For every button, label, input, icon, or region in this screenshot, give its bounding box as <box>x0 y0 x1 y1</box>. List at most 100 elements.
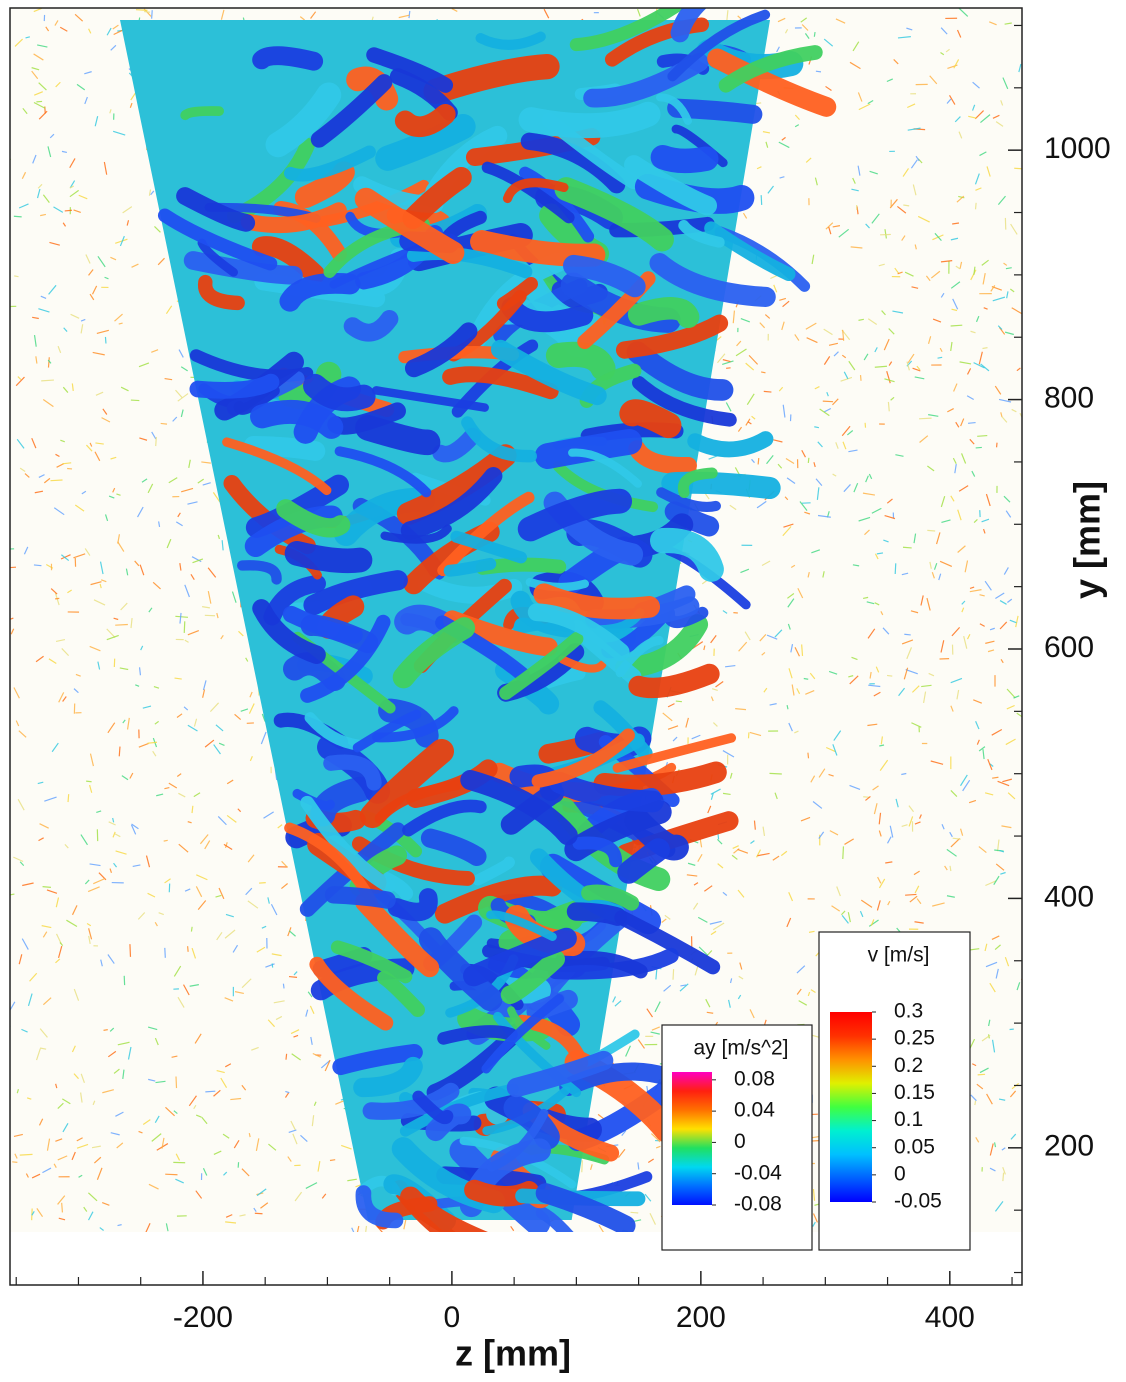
vector <box>41 925 52 929</box>
vector <box>951 308 958 312</box>
vector <box>777 463 783 469</box>
vector <box>844 838 854 845</box>
vector <box>796 988 802 995</box>
vortex-tube <box>352 709 422 753</box>
vector <box>782 526 792 537</box>
vector <box>803 677 809 680</box>
vector <box>672 969 675 980</box>
vector <box>947 408 954 413</box>
vector <box>37 44 48 48</box>
vortex-tube <box>533 583 661 620</box>
vector <box>729 504 737 511</box>
vector <box>173 965 182 977</box>
vector <box>667 703 675 708</box>
vector <box>289 930 296 937</box>
vector <box>963 636 968 649</box>
vector <box>930 760 944 765</box>
vector <box>852 177 856 184</box>
vector <box>95 442 104 445</box>
vector <box>247 854 255 863</box>
vector <box>864 529 870 536</box>
vector <box>154 720 159 725</box>
vortex-tube <box>506 1050 614 1098</box>
vector <box>957 509 962 521</box>
vortex-tube <box>626 341 734 401</box>
vector <box>80 1092 83 1103</box>
vector <box>649 1213 657 1225</box>
vector <box>829 830 839 836</box>
vector <box>189 984 199 987</box>
vector <box>940 52 945 56</box>
vector <box>148 1078 156 1082</box>
vector <box>930 270 941 279</box>
vector <box>234 713 242 721</box>
vector <box>261 713 266 722</box>
vector <box>131 823 139 830</box>
vortex-tube <box>396 444 517 526</box>
vector <box>655 1145 661 1149</box>
vector <box>255 1138 260 1152</box>
vector <box>97 661 101 670</box>
vector <box>687 862 696 866</box>
vortex-tube <box>371 386 489 412</box>
vector <box>722 359 731 363</box>
vector <box>907 127 921 131</box>
vector <box>908 805 915 813</box>
vector <box>894 267 900 274</box>
vector <box>187 629 200 636</box>
vector <box>945 48 950 53</box>
vector <box>80 318 86 322</box>
vector <box>267 897 270 904</box>
vector <box>958 8 969 17</box>
vector <box>835 18 846 24</box>
vector <box>93 1156 102 1164</box>
vector <box>762 826 766 837</box>
vector <box>271 953 282 957</box>
vector <box>973 518 978 524</box>
x-axis-label: z [mm] <box>455 1333 571 1374</box>
vector <box>999 849 1005 853</box>
vector <box>939 347 943 353</box>
vortex-tube <box>309 956 394 1031</box>
vector <box>70 313 80 319</box>
vector <box>54 20 59 26</box>
vector <box>797 588 804 599</box>
vector <box>736 340 742 347</box>
vector <box>1010 223 1018 235</box>
vector <box>874 553 879 560</box>
vector <box>1015 615 1019 628</box>
vector <box>832 744 838 756</box>
vector <box>102 408 108 415</box>
vortex-tube <box>387 888 438 922</box>
vector <box>191 947 197 959</box>
vector <box>898 687 906 697</box>
vector <box>817 441 823 448</box>
vector <box>120 602 128 611</box>
vector <box>826 391 829 397</box>
vector <box>904 271 914 277</box>
vector <box>116 493 121 496</box>
vector <box>38 1118 44 1126</box>
vector <box>99 583 102 589</box>
vector <box>874 365 888 368</box>
vector <box>55 638 66 642</box>
vector <box>664 914 671 920</box>
vector <box>810 775 816 783</box>
vector <box>737 889 745 898</box>
vector <box>144 10 151 13</box>
vector <box>222 1133 230 1139</box>
vector <box>117 534 121 544</box>
vector <box>43 477 51 484</box>
vector <box>216 1069 225 1074</box>
vector <box>704 885 713 892</box>
vector <box>617 1148 626 1159</box>
vector <box>901 824 908 828</box>
vector <box>152 750 157 757</box>
vector <box>204 840 211 850</box>
colorbar-label: 0.25 <box>894 1027 935 1050</box>
vector <box>10 617 14 620</box>
vector <box>785 458 795 464</box>
vector <box>968 115 977 119</box>
vector <box>811 549 821 554</box>
vector <box>114 833 121 838</box>
